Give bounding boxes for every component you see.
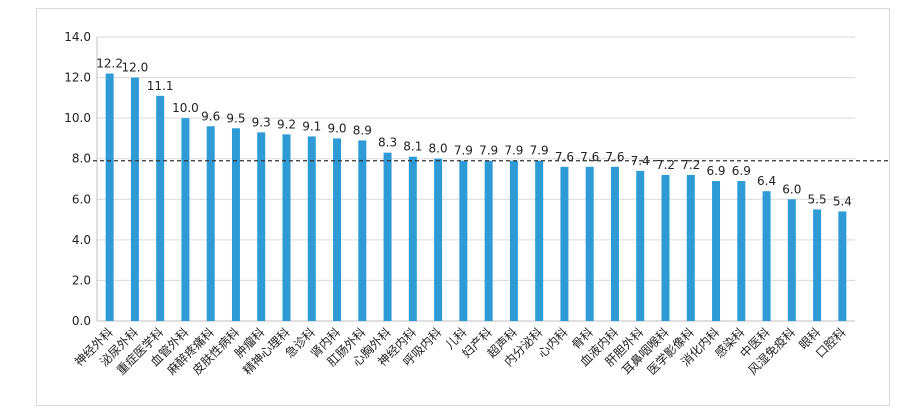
y-tick-label: 8.0	[72, 152, 91, 166]
bar	[737, 181, 746, 321]
y-tick-label: 2.0	[72, 273, 91, 287]
bar	[661, 174, 670, 321]
value-label: 7.9	[479, 144, 498, 158]
y-tick-label: 0.0	[72, 314, 91, 328]
bar	[560, 166, 569, 321]
value-label: 7.2	[656, 158, 675, 172]
value-label: 8.9	[353, 123, 372, 137]
bar	[535, 160, 544, 321]
value-label: 6.0	[782, 182, 801, 196]
value-label: 6.9	[706, 164, 725, 178]
value-label: 6.9	[732, 164, 751, 178]
value-label: 9.5	[226, 111, 245, 125]
value-label: 11.1	[147, 79, 174, 93]
bar	[156, 95, 165, 321]
value-label: 6.4	[757, 174, 776, 188]
bar	[231, 128, 240, 321]
bar	[358, 140, 367, 321]
bar	[813, 209, 822, 321]
bar	[838, 211, 847, 321]
bar	[459, 160, 468, 321]
bar	[383, 152, 392, 321]
y-tick-label: 10.0	[64, 111, 91, 125]
bar	[484, 160, 493, 321]
value-label: 5.4	[833, 194, 852, 208]
bar	[762, 191, 771, 321]
bar	[787, 199, 796, 321]
y-tick-label: 6.0	[72, 192, 91, 206]
value-label: 8.0	[429, 142, 448, 156]
y-tick-label: 12.0	[64, 71, 91, 85]
bar	[509, 160, 518, 321]
bar	[636, 170, 645, 321]
bar	[105, 73, 114, 321]
value-label: 7.9	[504, 144, 523, 158]
value-label: 7.6	[580, 150, 599, 164]
value-label: 9.2	[277, 117, 296, 131]
bar	[257, 132, 266, 321]
value-label: 5.5	[808, 192, 827, 206]
bar	[181, 118, 190, 322]
bar	[282, 134, 291, 321]
bar	[585, 166, 594, 321]
y-tick-label: 4.0	[72, 233, 91, 247]
value-label: 9.1	[302, 119, 321, 133]
y-tick-label: 14.0	[64, 30, 91, 44]
value-label: 7.9	[454, 144, 473, 158]
bar	[307, 136, 316, 321]
value-label: 9.0	[327, 121, 346, 135]
bar	[712, 181, 721, 321]
bar	[333, 138, 342, 321]
bar	[408, 156, 417, 321]
bar	[206, 126, 215, 321]
bar	[686, 174, 695, 321]
value-label: 10.0	[172, 101, 199, 115]
bar	[434, 158, 443, 321]
value-label: 9.3	[252, 115, 271, 129]
value-label: 7.9	[530, 144, 549, 158]
value-label: 12.2	[96, 57, 123, 71]
bar	[130, 77, 139, 321]
value-label: 7.2	[681, 158, 700, 172]
value-label: 8.3	[378, 136, 397, 150]
value-label: 12.0	[122, 61, 149, 75]
value-label: 7.6	[605, 150, 624, 164]
value-label: 9.6	[201, 109, 220, 123]
value-label: 7.6	[555, 150, 574, 164]
value-label: 8.1	[403, 140, 422, 154]
bar	[610, 166, 619, 321]
